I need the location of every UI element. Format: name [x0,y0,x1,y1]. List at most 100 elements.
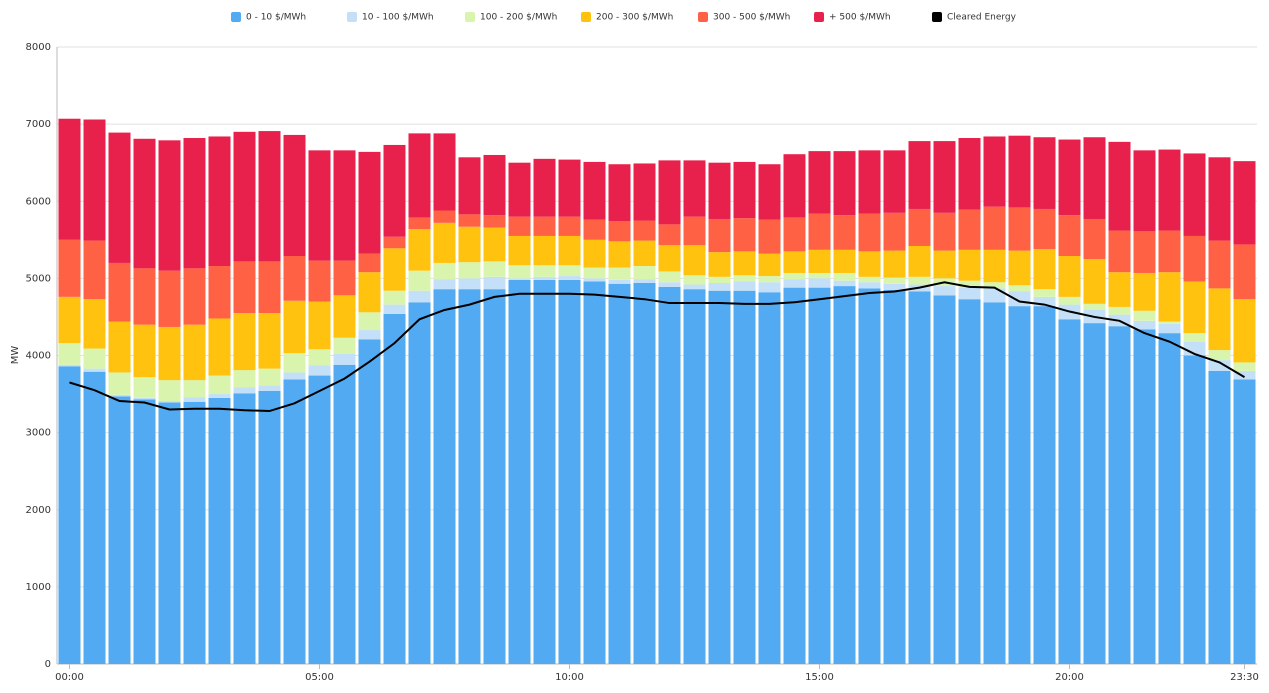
bar-segment [1158,230,1181,273]
bar-segment [658,282,681,287]
legend-swatch [231,12,241,22]
bar-segment [708,276,731,284]
bar-segment [58,118,81,240]
bar-segment [683,275,706,285]
legend-label: + 500 $/MWh [829,13,891,23]
bar-segment [1133,310,1156,321]
bar-segment [983,249,1006,283]
y-tick-label: 3000 [26,428,51,439]
bar-segment [933,141,956,213]
bar-segment [833,249,856,273]
bar-segment [308,150,331,261]
bar-segment [83,119,106,241]
bar-segment [183,138,206,269]
bar-segment [433,222,456,263]
bar-segment [208,136,231,267]
bar-segment [58,366,81,664]
bar-segment [608,283,631,664]
bar-segment [758,219,781,254]
bar-segment [1233,362,1256,371]
bar-segment [58,364,81,367]
bar-segment [533,158,556,217]
bar-segment [458,262,481,279]
bar-segment [233,370,256,388]
bar-segment [1133,272,1156,311]
bar-segment [208,394,231,398]
bar-segment [358,272,381,313]
bar-segment [458,157,481,215]
bar-segment [133,377,156,398]
legend-label: 10 - 100 $/MWh [362,13,434,23]
x-tick-label: 23:30 [1230,672,1259,683]
bar-segment [433,279,456,290]
bar-segment [958,209,981,250]
bar-segment [83,240,106,300]
bar-segment [308,375,331,664]
bar-segment [908,291,931,664]
bar-segment [158,270,181,327]
y-tick-label: 0 [45,659,51,670]
bar-segment [683,245,706,276]
bar-segment [783,272,806,280]
bar-segment [783,279,806,288]
bar-segment [1058,139,1081,216]
bar-segment [558,276,581,280]
bar-segment [858,288,881,664]
bar-segment [983,288,1006,303]
bar-segment [183,324,206,381]
bar-segment [808,272,831,279]
bar-segment [1183,281,1206,334]
bar-segment [308,301,331,350]
bar-segment [133,138,156,269]
bar-segment [683,284,706,290]
bar-segment [958,287,981,300]
bar-segment [1083,137,1106,219]
bar-segment [758,253,781,277]
bar-segment [1083,303,1106,310]
y-tick-label: 7000 [26,119,51,130]
bar-segment [158,402,181,664]
bar-segment [333,150,356,261]
bar-segment [383,313,406,664]
bar-segment [858,213,881,252]
bar-segment [708,252,731,277]
bar-segment [533,235,556,266]
bar-segment [708,290,731,664]
bar-segment [283,134,306,257]
legend-label: 300 - 500 $/MWh [713,13,790,23]
bar-segment [108,132,131,263]
y-tick-label: 6000 [26,196,51,207]
x-tick-label: 00:00 [55,672,84,683]
bar-segment [1183,235,1206,282]
bar-segment [208,318,231,376]
y-tick-label: 5000 [26,273,51,284]
bar-segment [583,267,606,279]
y-tick-label: 1000 [26,582,51,593]
bar-segment [58,343,81,365]
bar-segment [1083,218,1106,260]
bar-segment [1008,250,1031,286]
bar-segment [983,206,1006,250]
bar-segment [258,368,281,386]
bar-segment [708,283,731,291]
bar-segment [283,353,306,373]
bar-segment [533,276,556,280]
bar-segment [683,289,706,664]
legend-swatch [698,12,708,22]
bar-segment [408,302,431,664]
bar-segment [908,245,931,277]
bar-segment [758,164,781,220]
bar-segment [783,154,806,218]
bar-segment [1058,215,1081,257]
bar-segment [808,287,831,664]
bar-segment [183,268,206,325]
bar-segment [308,349,331,366]
bar-segment [933,250,956,279]
bar-segment [58,239,81,297]
bar-segment [833,215,856,250]
bar-segment [1183,153,1206,236]
bar-segment [308,260,331,302]
bar-segment [1208,157,1231,241]
bar-segment [508,279,531,664]
